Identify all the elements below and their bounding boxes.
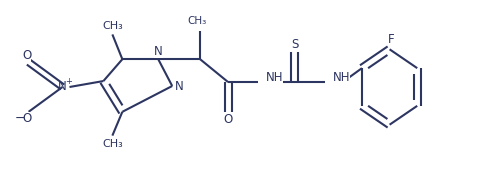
Text: CH₃: CH₃ <box>187 17 207 26</box>
Text: N: N <box>154 45 163 58</box>
Text: CH₃: CH₃ <box>102 21 123 31</box>
Text: N: N <box>58 81 67 93</box>
Text: CH₃: CH₃ <box>102 139 123 149</box>
Text: O: O <box>22 112 31 125</box>
Text: NH: NH <box>333 71 350 84</box>
Text: −: − <box>14 112 25 125</box>
Text: F: F <box>388 33 395 46</box>
Text: N: N <box>175 80 183 93</box>
Text: +: + <box>65 77 72 86</box>
Text: O: O <box>22 49 31 62</box>
Text: NH: NH <box>266 71 283 84</box>
Text: O: O <box>223 113 233 126</box>
Text: S: S <box>291 38 299 51</box>
